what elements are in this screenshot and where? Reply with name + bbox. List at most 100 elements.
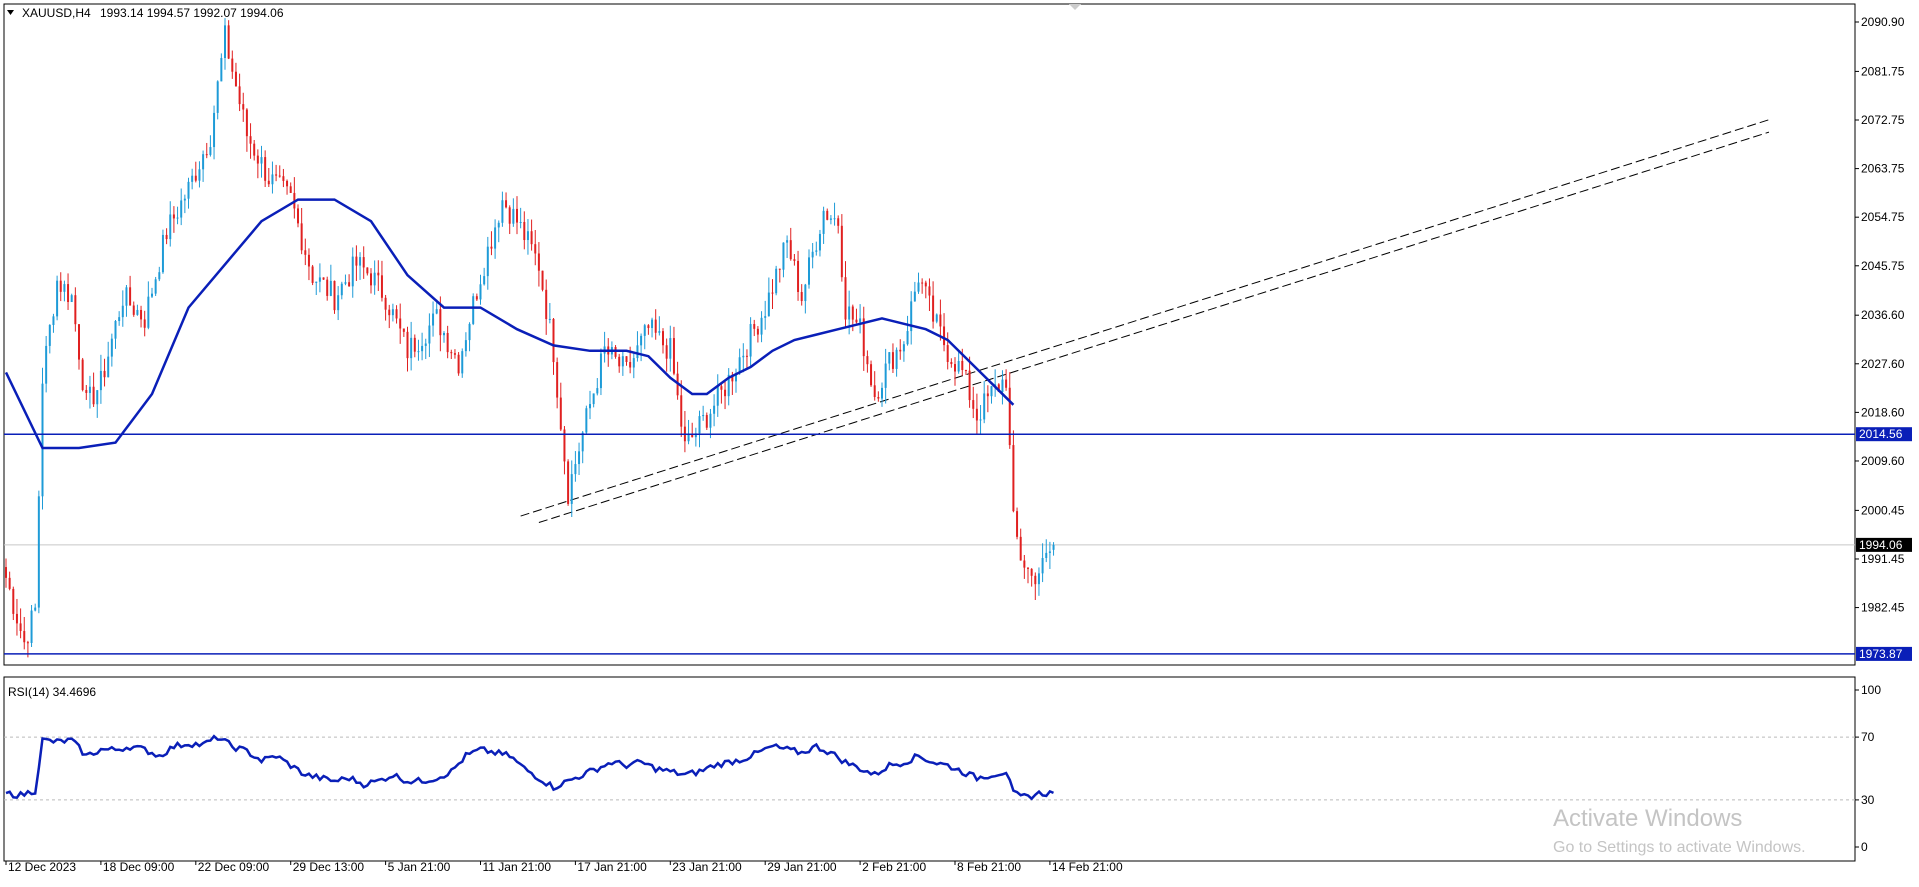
- candle-body: [848, 306, 851, 320]
- candle-body: [260, 157, 263, 164]
- candle-body: [253, 143, 256, 156]
- candle-body: [964, 370, 967, 372]
- candle-body: [764, 316, 767, 318]
- candle-body: [140, 309, 143, 320]
- candle-body: [154, 279, 157, 294]
- candle-body: [194, 175, 197, 181]
- candle-body: [552, 318, 555, 363]
- candle-body: [311, 266, 314, 283]
- candle-body: [468, 323, 471, 341]
- level-price-label: 1973.87: [1859, 647, 1903, 661]
- candle-body: [187, 181, 190, 199]
- candle-body: [205, 154, 208, 156]
- candle-body: [1037, 573, 1040, 585]
- candle-body: [888, 352, 891, 364]
- candle-body: [326, 279, 329, 296]
- price-tick-label: 2018.60: [1861, 405, 1905, 419]
- candle-body: [88, 386, 91, 393]
- candle-body: [479, 284, 482, 300]
- candle-body: [344, 282, 347, 284]
- ohlc-values-label: 1993.14 1994.57 1992.07 1994.06: [100, 6, 284, 20]
- activate-windows-title: Activate Windows: [1553, 805, 1742, 832]
- candle-body: [147, 296, 150, 328]
- candle-body: [505, 200, 508, 208]
- candle-body: [52, 316, 55, 325]
- candle-body: [917, 282, 920, 292]
- candle-body: [585, 408, 588, 433]
- candle-body: [19, 623, 22, 631]
- candle-body: [362, 257, 365, 268]
- price-tick-label: 2090.90: [1861, 15, 1905, 29]
- candle-body: [643, 325, 646, 336]
- candle-body: [709, 413, 712, 428]
- candle-body: [786, 240, 789, 243]
- candle-body: [1045, 552, 1048, 559]
- candle-body: [1034, 575, 1037, 585]
- candle-body: [224, 25, 226, 58]
- candle-body: [625, 356, 628, 363]
- candle-body: [424, 343, 427, 346]
- price-tick-label: 2063.75: [1861, 162, 1905, 176]
- candle-body: [37, 496, 40, 608]
- level-price-label: 2014.56: [1859, 427, 1903, 441]
- candle-body: [67, 284, 70, 303]
- candle-body: [191, 175, 194, 182]
- candle-body: [74, 295, 77, 325]
- candle-body: [202, 154, 205, 170]
- candle-body: [556, 362, 559, 398]
- candle-body: [990, 386, 993, 397]
- candle-body: [672, 338, 675, 374]
- candle-body: [578, 451, 581, 465]
- candle-body: [216, 81, 219, 113]
- symbol-timeframe-label: XAUUSD,H4: [22, 6, 91, 20]
- candle-body: [373, 272, 376, 286]
- candle-body: [640, 335, 643, 346]
- candle-body: [1019, 536, 1022, 561]
- candle-body: [443, 332, 445, 336]
- candle-body: [698, 416, 701, 434]
- candle-body: [450, 352, 453, 354]
- candle-body: [961, 360, 964, 371]
- candle-body: [705, 415, 708, 428]
- candle-body: [829, 218, 832, 220]
- candle-body: [501, 200, 504, 223]
- candle-body: [494, 227, 497, 249]
- rsi-indicator-label: RSI(14) 34.4696: [8, 685, 96, 699]
- candle-body: [432, 313, 435, 326]
- candle-body: [103, 370, 106, 378]
- candle-body: [15, 613, 18, 624]
- candle-body: [399, 318, 402, 329]
- candle-body: [136, 309, 139, 315]
- candle-body: [986, 393, 989, 397]
- candle-body: [333, 280, 336, 311]
- chart-menu-triangle-icon[interactable]: [7, 10, 14, 15]
- candle-body: [756, 328, 759, 335]
- current-price-label: 1994.06: [1859, 538, 1903, 552]
- candle-body: [939, 314, 942, 327]
- candle-body: [26, 642, 29, 644]
- candle-body: [567, 461, 570, 504]
- candle-body: [797, 260, 800, 293]
- trend-channel-line[interactable]: [520, 119, 1770, 517]
- candle-body: [63, 284, 66, 292]
- time-tick-label: 11 Jan 21:00: [483, 860, 552, 874]
- trend-channel-line[interactable]: [538, 131, 1770, 524]
- candle-body: [804, 284, 807, 302]
- candle-body: [943, 326, 946, 346]
- candle-body: [1012, 445, 1015, 512]
- candle-body: [742, 355, 745, 358]
- activate-windows-subtitle: Go to Settings to activate Windows.: [1553, 839, 1806, 856]
- price-tick-label: 1991.45: [1861, 552, 1905, 566]
- candle-body: [242, 104, 245, 110]
- candle-body: [158, 272, 161, 280]
- candle-body: [307, 254, 310, 267]
- candle-body: [213, 112, 216, 148]
- candle-body: [453, 353, 456, 355]
- candle-body: [220, 57, 223, 82]
- candle-body: [118, 317, 121, 321]
- candle-body: [1008, 387, 1011, 446]
- candle-body: [234, 71, 237, 87]
- candle-body: [691, 434, 694, 438]
